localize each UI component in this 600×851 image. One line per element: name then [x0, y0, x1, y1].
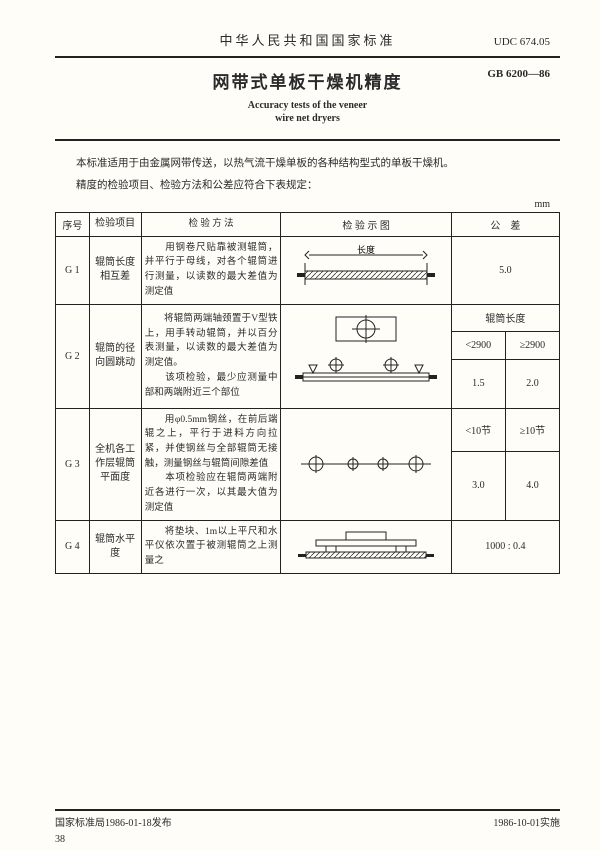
divider: [55, 139, 560, 141]
g3-v1: 3.0: [451, 451, 505, 520]
g2-lt: <2900: [451, 332, 505, 360]
g3-seq: G 3: [56, 408, 90, 520]
g3-diagram: [281, 408, 451, 520]
g3-item: 全机各工作层辊筒平面度: [89, 408, 141, 520]
effective-date: 1986-10-01实施: [493, 814, 560, 829]
g2-item: 辊筒的径向圆跳动: [89, 304, 141, 408]
g2-ge: ≥2900: [505, 332, 559, 360]
col-seq: 序号: [56, 212, 90, 236]
g3-v2: 4.0: [505, 451, 559, 520]
intro-line2: 精度的检验项目、检验方法和公差应符合下表规定：: [55, 177, 560, 195]
g1-diagram: 长度: [281, 236, 451, 304]
flatness-icon: [291, 434, 441, 494]
standard-code: GB 6200—86: [487, 68, 550, 80]
row-g1: G 1 辊筒长度相互差 用钢卷尺贴靠被测辊筒，并平行于母线，对各个辊筒进行测量，…: [56, 236, 560, 304]
title-en-line1: Accuracy tests of the veneer: [248, 100, 367, 111]
g1-item: 辊筒长度相互差: [89, 236, 141, 304]
length-label: 长度: [357, 244, 375, 255]
g4-seq: G 4: [56, 520, 90, 573]
title-cn: 网带式单板干燥机精度: [213, 68, 403, 93]
g1-method: 用钢卷尺贴靠被测辊筒，并平行于母线，对各个辊筒进行测量，以读数的最大差值为测定值: [141, 236, 281, 304]
col-tolerance: 公 差: [451, 212, 559, 236]
g2-diagram: [281, 304, 451, 408]
page: 中华人民共和国国家标准 UDC 674.05 网带式单板干燥机精度 GB 620…: [0, 0, 600, 851]
g2-tol-header: 辊筒长度: [451, 304, 559, 332]
divider: [55, 56, 560, 58]
g2-seq: G 2: [56, 304, 90, 408]
header-row: 序号 检验项目 检 验 方 法 检 验 示 图 公 差: [56, 212, 560, 236]
g3-ge: ≥10节: [505, 408, 559, 451]
col-method: 检 验 方 法: [141, 212, 281, 236]
footer: 国家标准局1986-01-18发布 1986-10-01实施: [55, 809, 560, 829]
radial-runout-icon: [291, 309, 441, 404]
row-g3-sub: G 3 全机各工作层辊筒平面度 用φ0.5mm钢丝，在前后端辊之上，平行于进料方…: [56, 408, 560, 451]
g1-tol: 5.0: [451, 236, 559, 304]
roller-length-icon: 长度: [291, 243, 441, 298]
g2-v1: 1.5: [451, 359, 505, 408]
g4-diagram: [281, 520, 451, 573]
row-g4: G 4 辊筒水平度 将垫块、1m以上平尺和水平仪依次置于被测辊筒之上测量之: [56, 520, 560, 573]
row-g2-header: G 2 辊筒的径向圆跳动 将辊筒两端轴颈置于V型铁上，用手转动辊筒，并以百分表测…: [56, 304, 560, 332]
g4-method: 将垫块、1m以上平尺和水平仪依次置于被测辊筒之上测量之: [141, 520, 281, 573]
intro-line1: 本标准适用于由金属网带传送，以热气流干燥单板的各种结构型式的单板干燥机。: [55, 155, 560, 173]
title-en: Accuracy tests of the veneer wire net dr…: [55, 99, 560, 125]
g4-item: 辊筒水平度: [89, 520, 141, 573]
title-en-line2: wire net dryers: [275, 113, 340, 124]
g3-lt: <10节: [451, 408, 505, 451]
g1-seq: G 1: [56, 236, 90, 304]
col-diagram: 检 验 示 图: [281, 212, 451, 236]
col-item: 检验项目: [89, 212, 141, 236]
g2-method: 将辊筒两端轴颈置于V型铁上，用手转动辊筒，并以百分表测量，以读数的最大差值为测定…: [141, 304, 281, 408]
accuracy-table: 序号 检验项目 检 验 方 法 检 验 示 图 公 差 G 1 辊筒长度相互差 …: [55, 212, 560, 574]
g2-v2: 2.0: [505, 359, 559, 408]
issue-date: 国家标准局1986-01-18发布: [55, 814, 172, 829]
g4-tol: 1000 : 0.4: [451, 520, 559, 573]
page-number: 38: [55, 834, 65, 845]
unit-label: mm: [55, 199, 550, 210]
g3-method: 用φ0.5mm钢丝，在前后端辊之上，平行于进料方向拉紧，并使钢丝与全部辊筒无接触…: [141, 408, 281, 520]
level-icon: [291, 526, 441, 568]
